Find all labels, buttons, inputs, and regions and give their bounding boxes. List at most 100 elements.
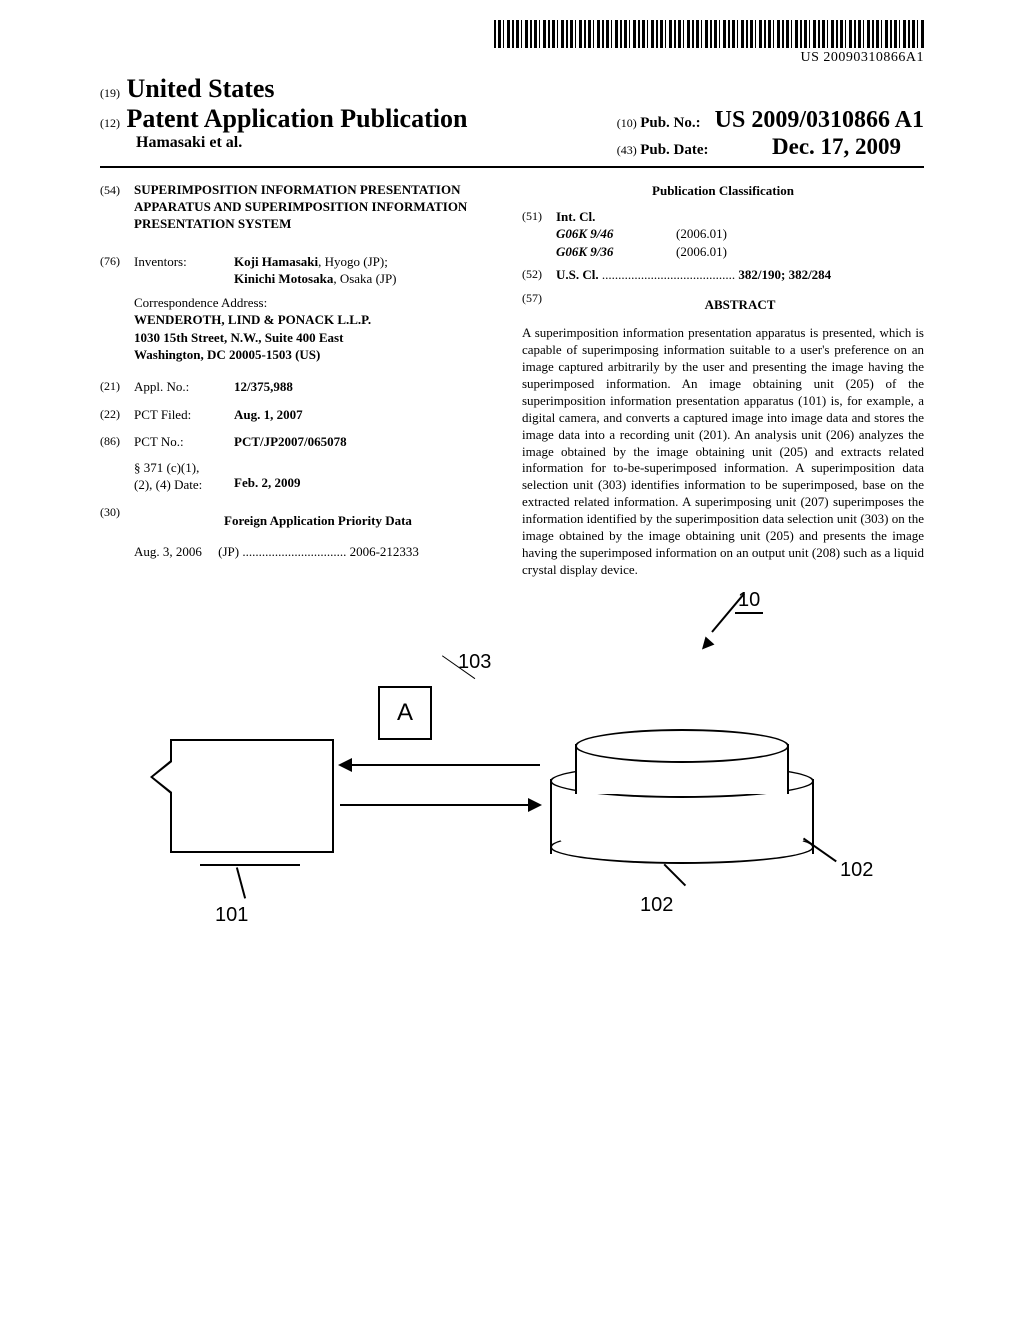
inventors-num: (76) (100, 253, 134, 288)
uscl-content: U.S. Cl. ...............................… (556, 266, 924, 284)
corr-line2: 1030 15th Street, N.W., Suite 400 East (134, 329, 502, 347)
corr-line3: Washington, DC 20005-1503 (US) (134, 346, 502, 364)
header-doc-type-text: Patent Application Publication (127, 104, 468, 133)
header-country: (19) United States (100, 74, 924, 104)
patent-page: US 20090310866A1 (19) United States (12)… (0, 0, 1024, 1029)
intcl-item-1: G06K 9/36 (2006.01) (556, 243, 924, 261)
intcl-row: (51) Int. Cl. G06K 9/46 (2006.01) G06K 9… (522, 208, 924, 261)
priority-dots: ................................ (242, 543, 346, 561)
barcode-area: US 20090310866A1 (100, 20, 924, 66)
figure-label-101: 101 (215, 904, 248, 927)
divider (100, 166, 924, 168)
pct-filed-value: Aug. 1, 2007 (234, 406, 502, 424)
pub-date-num: (43) (617, 143, 637, 157)
intcl-year-0: (2006.01) (676, 225, 727, 243)
title-text: SUPERIMPOSITION INFORMATION PRESENTATION… (134, 182, 502, 233)
pct-no-row: (86) PCT No.: PCT/JP2007/065078 (100, 433, 502, 451)
pub-date-line: (43) Pub. Date: Dec. 17, 2009 (617, 134, 924, 160)
figure-label-102b: 102 (640, 894, 673, 917)
header-row2: (12) Patent Application Publication Hama… (100, 104, 924, 160)
abstract-row: (57) ABSTRACT (522, 290, 924, 320)
header-doc-type: (12) Patent Application Publication (100, 104, 467, 134)
pub-date-value: Dec. 17, 2009 (772, 134, 901, 159)
inventor2-name: Kinichi Motosaka (234, 271, 333, 286)
intcl-code-1: G06K 9/36 (556, 243, 676, 261)
priority-num: (30) (100, 504, 134, 538)
pct-filed-row: (22) PCT Filed: Aug. 1, 2007 (100, 406, 502, 424)
arrow-right (340, 804, 540, 806)
pct-no-value: PCT/JP2007/065078 (234, 433, 502, 451)
header-block: (19) United States (12) Patent Applicati… (100, 74, 924, 160)
inventors-row: (76) Inventors: Koji Hamasaki, Hyogo (JP… (100, 253, 502, 288)
pct-filed-label: PCT Filed: (134, 406, 234, 424)
s371-row: § 371 (c)(1), (2), (4) Date: Feb. 2, 200… (100, 459, 502, 494)
s371-label: § 371 (c)(1), (2), (4) Date: (134, 459, 234, 494)
priority-line: Aug. 3, 2006 (JP) ......................… (134, 543, 502, 561)
pct-no-label: PCT No.: (134, 433, 234, 451)
lead-line-101 (236, 867, 246, 898)
cylinder-inner (575, 729, 785, 829)
priority-date: Aug. 3, 2006 (134, 544, 202, 559)
uscl-num: (52) (522, 266, 556, 284)
appl-value: 12/375,988 (234, 378, 502, 396)
figure-area: 10 103 A 101 102 102 (100, 609, 924, 989)
pub-no-line: (10) Pub. No.: US 2009/0310866 A1 (617, 107, 924, 134)
s371-label2: (2), (4) Date: (134, 477, 202, 492)
intcl-num: (51) (522, 208, 556, 261)
s371-label1: § 371 (c)(1), (134, 460, 199, 475)
pct-no-num: (86) (100, 433, 134, 451)
pub-no-label: Pub. No.: (640, 115, 700, 131)
s371-value: Feb. 2, 2009 (234, 459, 502, 494)
pub-no-value: US 2009/0310866 A1 (715, 107, 924, 133)
columns: (54) SUPERIMPOSITION INFORMATION PRESENT… (100, 182, 924, 579)
inventors-value: Koji Hamasaki, Hyogo (JP); Kinichi Motos… (234, 253, 502, 288)
header-country-name: United States (127, 74, 275, 103)
abstract-header: ABSTRACT (556, 296, 924, 314)
corr-label: Correspondence Address: (134, 294, 502, 312)
uscl-value: 382/190; 382/284 (738, 267, 831, 282)
lead-line-102b (664, 863, 686, 885)
abstract-text: A superimposition information presentati… (522, 325, 924, 578)
figure-label-102a: 102 (840, 859, 873, 882)
camera-slot (200, 864, 300, 866)
header-left: (12) Patent Application Publication Hama… (100, 104, 467, 152)
inventors-label: Inventors: (134, 253, 234, 288)
right-column: Publication Classification (51) Int. Cl.… (522, 182, 924, 579)
priority-header: Foreign Application Priority Data (134, 512, 502, 530)
priority-row: (30) Foreign Application Priority Data (100, 504, 502, 538)
figure-label-10-text: 10 (735, 589, 763, 614)
pub-date-label: Pub. Date: (640, 142, 708, 158)
camera-box (170, 739, 334, 853)
lead-arrow-10 (698, 636, 715, 653)
camera-lens-inner (153, 762, 172, 792)
abstract-num: (57) (522, 290, 556, 320)
appl-num: (21) (100, 378, 134, 396)
title-row: (54) SUPERIMPOSITION INFORMATION PRESENT… (100, 182, 502, 247)
left-column: (54) SUPERIMPOSITION INFORMATION PRESENT… (100, 182, 502, 579)
intcl-item-0: G06K 9/46 (2006.01) (556, 225, 924, 243)
uscl-dots: ........................................… (602, 267, 735, 282)
inventor1-loc: , Hyogo (JP); (318, 254, 388, 269)
header-doc-type-num: (12) (100, 116, 120, 130)
intcl-label: Int. Cl. (556, 208, 924, 226)
inventor2-loc: , Osaka (JP) (333, 271, 396, 286)
box-a: A (378, 686, 432, 740)
pct-filed-num: (22) (100, 406, 134, 424)
correspondence-block: Correspondence Address: WENDEROTH, LIND … (134, 294, 502, 364)
s371-blank (100, 459, 134, 494)
classification-header: Publication Classification (522, 182, 924, 200)
inventor1-name: Koji Hamasaki (234, 254, 318, 269)
header-country-num: (19) (100, 86, 120, 100)
appl-row: (21) Appl. No.: 12/375,988 (100, 378, 502, 396)
uscl-label: U.S. Cl. (556, 267, 599, 282)
uscl-row: (52) U.S. Cl. ..........................… (522, 266, 924, 284)
priority-value: 2006-212333 (350, 544, 419, 559)
title-num: (54) (100, 182, 134, 247)
arrow-left (340, 764, 540, 766)
pub-no-num: (10) (617, 116, 637, 130)
cyl1-top (575, 729, 789, 763)
barcode-bars (494, 20, 924, 48)
corr-line1: WENDEROTH, LIND & PONACK L.L.P. (134, 311, 502, 329)
barcode-text: US 20090310866A1 (494, 50, 924, 66)
cyl2-bottom (550, 830, 814, 864)
